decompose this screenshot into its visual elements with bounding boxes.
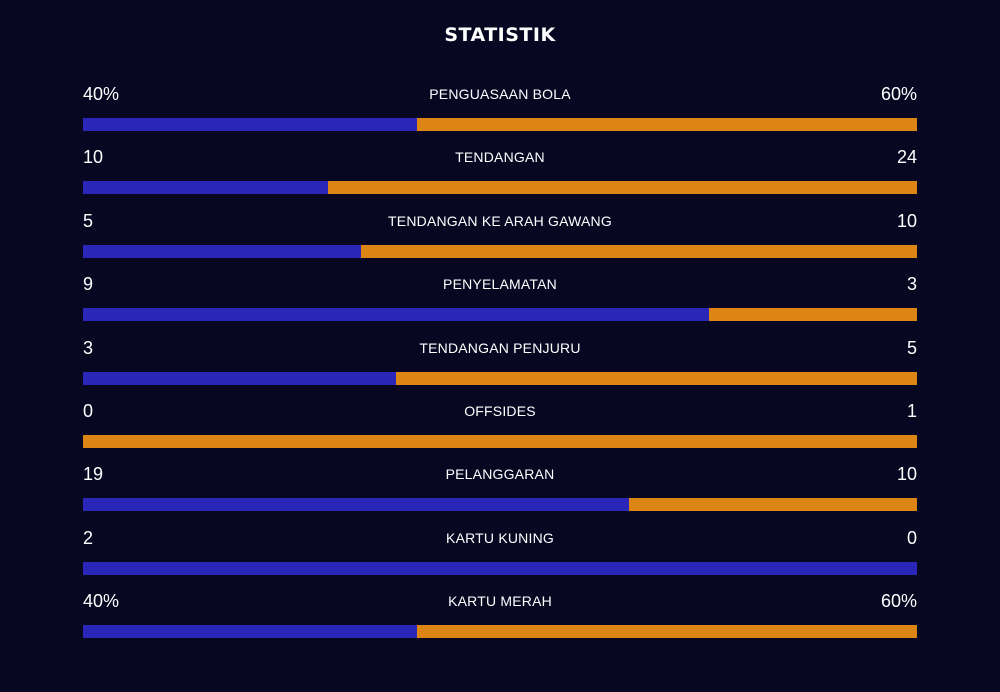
stat-row-yellow-cards: 2 KARTU KUNING 0 <box>83 524 917 587</box>
stat-bar-right-segment <box>83 434 917 448</box>
stat-label: KARTU KUNING <box>446 529 554 546</box>
stat-bar-right-segment <box>416 625 917 639</box>
stat-row-header: 3 TENDANGAN PENJURU 5 <box>83 334 917 362</box>
stat-left-value: 2 <box>83 527 94 548</box>
stat-left-value: 9 <box>83 274 94 295</box>
stat-right-value: 1 <box>906 400 917 421</box>
stat-label: TENDANGAN PENJURU <box>419 339 581 356</box>
stat-right-value: 60% <box>880 591 917 612</box>
stat-bar-left-segment <box>83 181 329 195</box>
stat-bar <box>83 371 917 385</box>
stat-row-header: 40% KARTU MERAH 60% <box>83 587 917 615</box>
stat-left-value: 40% <box>83 591 120 612</box>
stat-left-value: 19 <box>83 464 104 485</box>
stat-bar-left-segment <box>83 118 417 131</box>
page-title: STATISTIK <box>444 24 556 46</box>
stat-right-value: 10 <box>896 210 917 231</box>
stat-bar-left-segment <box>83 371 396 385</box>
stat-bar <box>83 434 917 448</box>
stats-list: 40% PENGUASAAN BOLA 60% 10 TENDANGAN 24 … <box>83 80 917 651</box>
stat-bar-left-segment <box>83 244 361 258</box>
stat-row-header: 2 KARTU KUNING 0 <box>83 524 917 552</box>
stat-right-value: 24 <box>896 147 917 168</box>
stat-right-value: 3 <box>906 274 917 295</box>
stat-bar-right-segment <box>629 498 917 512</box>
stat-bar <box>83 181 917 195</box>
stat-bar-right-segment <box>395 371 917 385</box>
stat-bar-left-segment <box>83 561 917 575</box>
stat-right-value: 10 <box>896 464 917 485</box>
stat-row-possession: 40% PENGUASAAN BOLA 60% <box>83 80 917 143</box>
stat-bar <box>83 498 917 512</box>
stat-right-value: 0 <box>906 527 917 548</box>
stat-row-header: 10 TENDANGAN 24 <box>83 143 917 171</box>
stat-row-header: 9 PENYELAMATAN 3 <box>83 270 917 298</box>
stat-row-shots-on-target: 5 TENDANGAN KE ARAH GAWANG 10 <box>83 207 917 270</box>
stat-bar <box>83 625 917 639</box>
stat-right-value: 60% <box>880 84 917 104</box>
stat-left-value: 5 <box>83 210 94 231</box>
stat-row-red-cards: 40% KARTU MERAH 60% <box>83 587 917 650</box>
stat-bar-right-segment <box>360 244 917 258</box>
stat-row-header: 19 PELANGGARAN 10 <box>83 460 917 488</box>
stat-row-header: 40% PENGUASAAN BOLA 60% <box>83 80 917 108</box>
stat-row-header: 5 TENDANGAN KE ARAH GAWANG 10 <box>83 207 917 235</box>
stat-row-offsides: 0 OFFSIDES 1 <box>83 397 917 460</box>
stat-left-value: 40% <box>83 84 120 104</box>
stat-left-value: 3 <box>83 337 94 358</box>
stat-label: KARTU MERAH <box>448 593 552 610</box>
stat-bar-right-segment <box>708 308 917 322</box>
stat-right-value: 5 <box>906 337 917 358</box>
stat-bar <box>83 118 917 131</box>
stat-row-header: 0 OFFSIDES 1 <box>83 397 917 425</box>
stat-label: TENDANGAN <box>455 149 545 166</box>
stat-left-value: 0 <box>83 400 94 421</box>
stat-row-corners: 3 TENDANGAN PENJURU 5 <box>83 334 917 397</box>
stat-label: PENYELAMATAN <box>443 276 557 293</box>
stat-bar-right-segment <box>416 118 917 131</box>
stat-label: TENDANGAN KE ARAH GAWANG <box>388 212 612 229</box>
stat-label: PELANGGARAN <box>445 466 555 483</box>
stat-bar-right-segment <box>328 181 917 195</box>
stat-bar-left-segment <box>83 625 417 639</box>
stat-bar <box>83 244 917 258</box>
stat-row-saves: 9 PENYELAMATAN 3 <box>83 270 917 333</box>
stat-bar <box>83 561 917 575</box>
stat-left-value: 10 <box>83 147 104 168</box>
stat-label: PENGUASAAN BOLA <box>429 86 571 102</box>
stat-bar-left-segment <box>83 498 630 512</box>
stat-bar-left-segment <box>83 308 709 322</box>
stat-row-shots: 10 TENDANGAN 24 <box>83 143 917 206</box>
stat-row-fouls: 19 PELANGGARAN 10 <box>83 460 917 523</box>
stat-bar <box>83 308 917 322</box>
stat-label: OFFSIDES <box>464 402 536 419</box>
